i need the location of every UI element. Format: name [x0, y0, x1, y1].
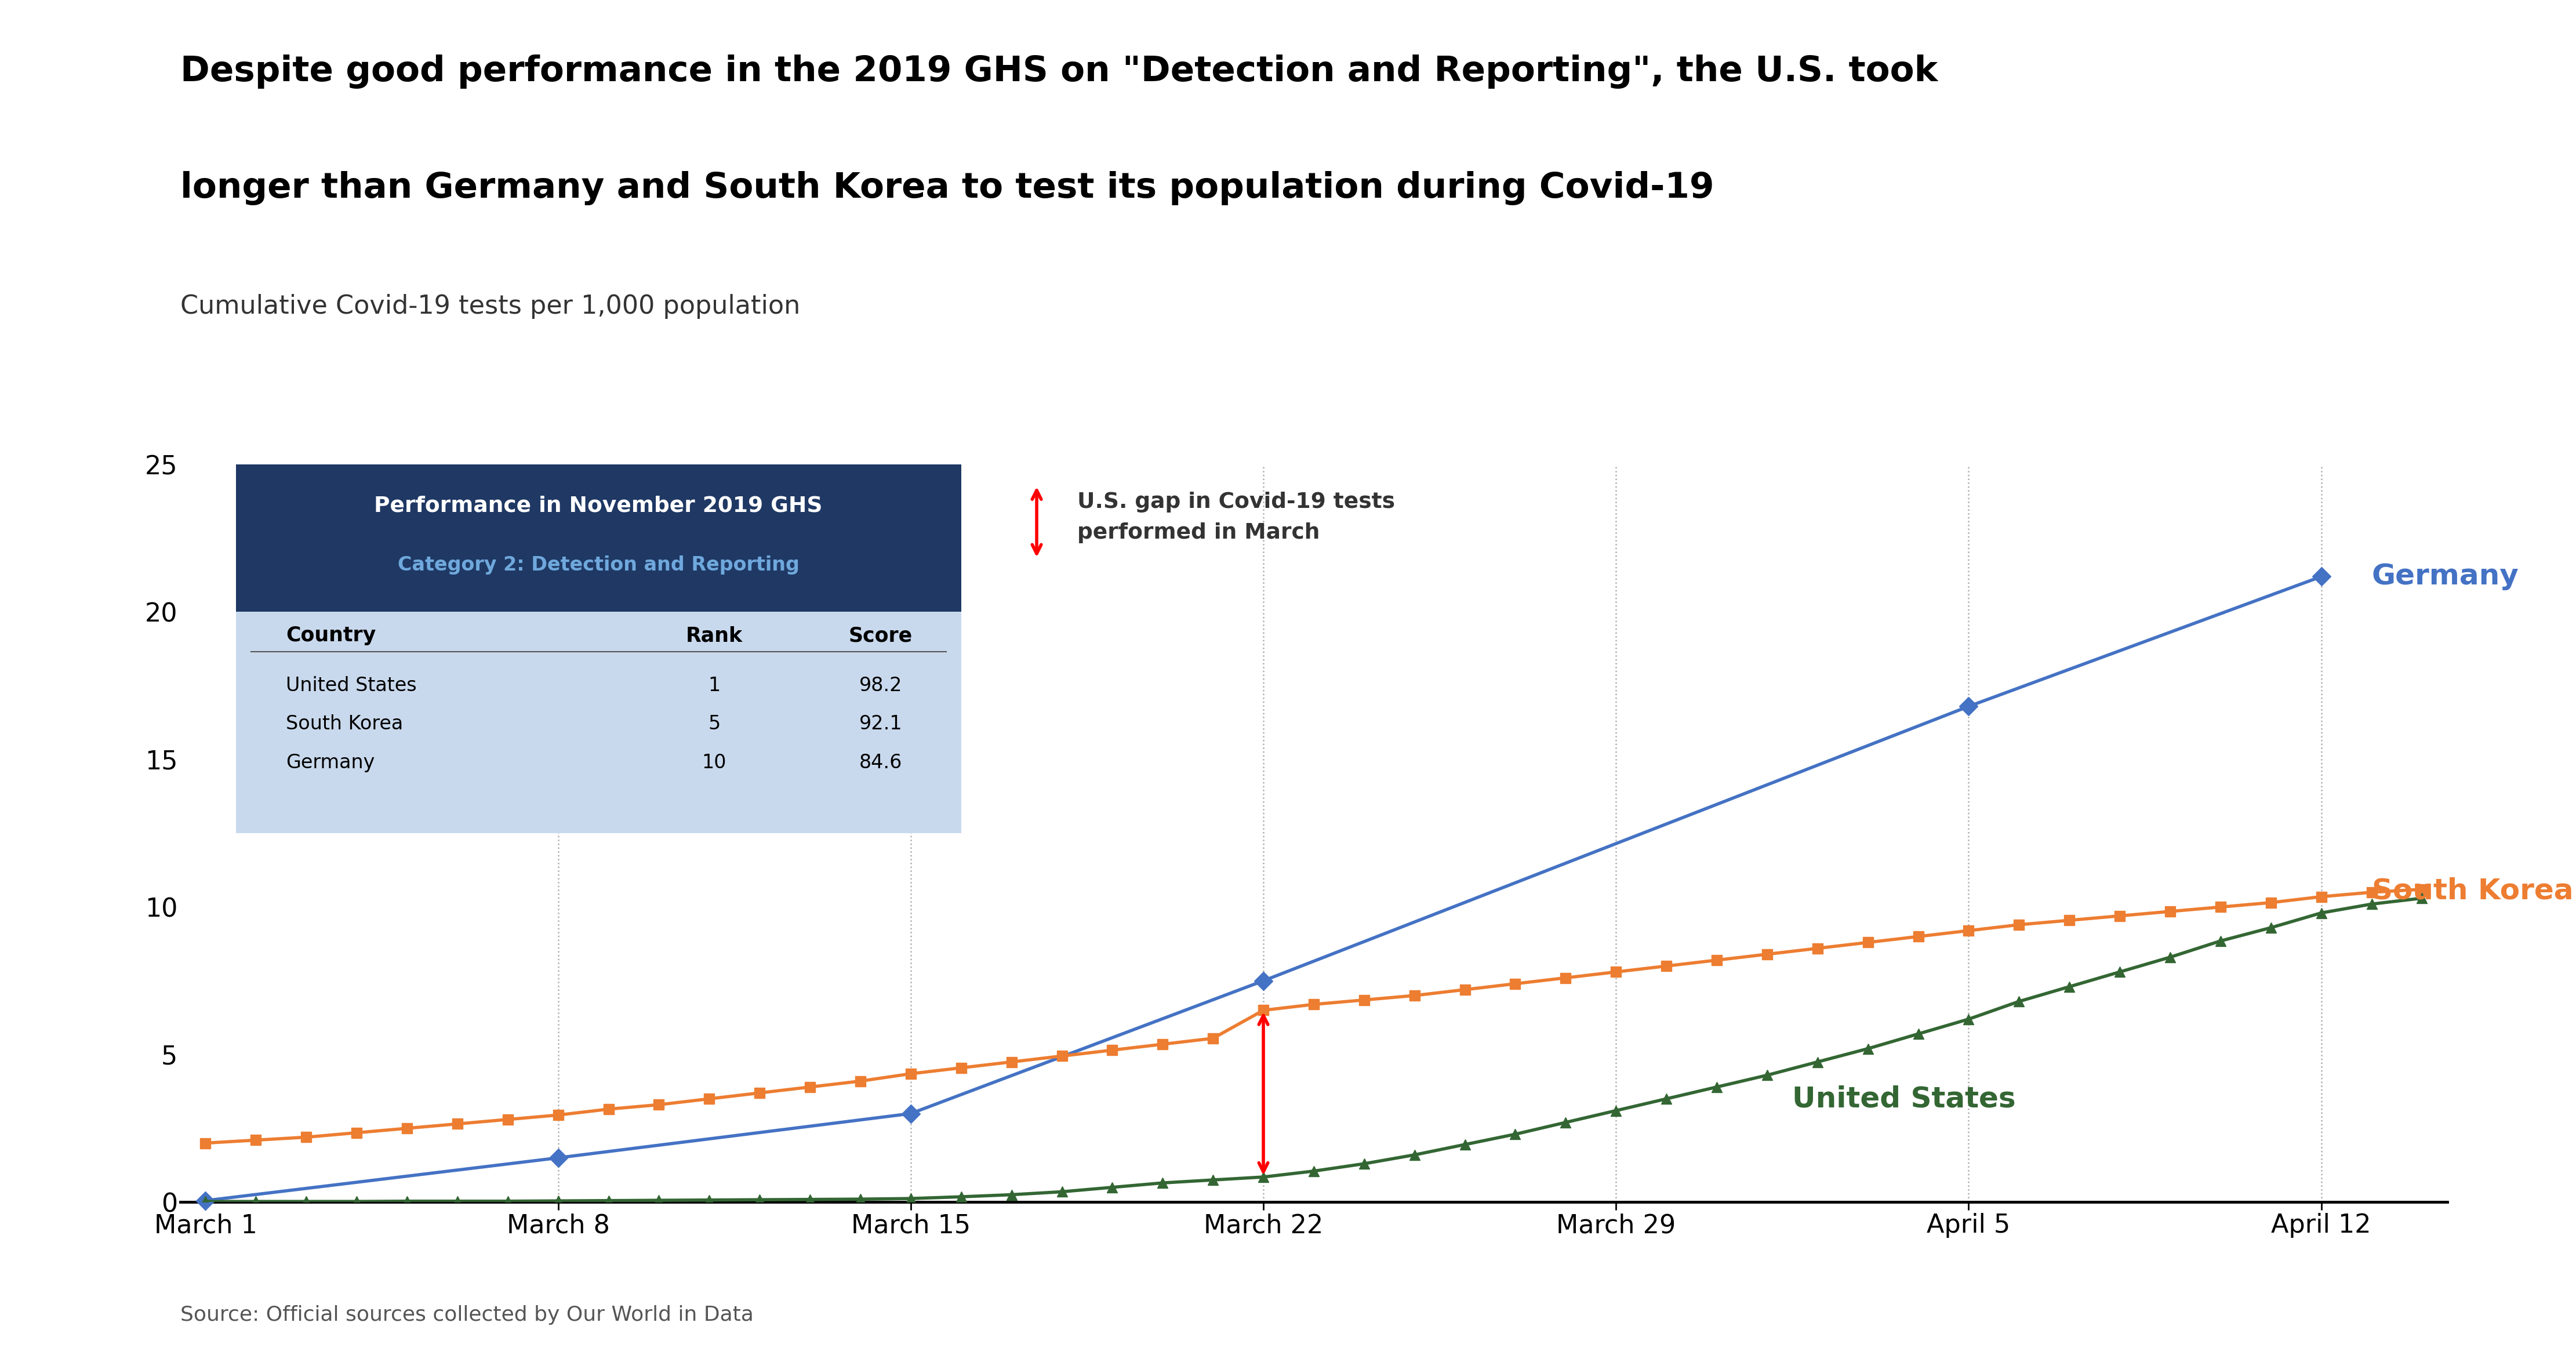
Text: Performance in November 2019 GHS: Performance in November 2019 GHS [374, 496, 822, 516]
Text: Germany: Germany [286, 753, 376, 772]
Text: Category 2: Detection and Reporting: Category 2: Detection and Reporting [397, 555, 799, 574]
Text: Score: Score [848, 626, 912, 645]
Text: 84.6: 84.6 [858, 753, 902, 772]
Text: 10: 10 [703, 753, 726, 772]
Text: longer than Germany and South Korea to test its population during Covid-19: longer than Germany and South Korea to t… [180, 171, 1713, 205]
Text: Country: Country [286, 626, 376, 645]
Text: South Korea: South Korea [286, 714, 404, 734]
Bar [237, 464, 961, 833]
Bar [237, 464, 961, 612]
Text: 98.2: 98.2 [858, 676, 902, 695]
Text: 1: 1 [708, 676, 721, 695]
Text: Germany: Germany [2372, 563, 2519, 590]
Text: United States: United States [1793, 1085, 2017, 1113]
Text: Cumulative Covid-19 tests per 1,000 population: Cumulative Covid-19 tests per 1,000 popu… [180, 294, 801, 318]
Text: 5: 5 [708, 714, 721, 734]
Text: Source: Official sources collected by Our World in Data: Source: Official sources collected by Ou… [180, 1306, 755, 1325]
Text: Despite good performance in the 2019 GHS on "Detection and Reporting", the U.S. : Despite good performance in the 2019 GHS… [180, 55, 1937, 89]
Text: United States: United States [286, 676, 417, 695]
Text: 92.1: 92.1 [858, 714, 902, 734]
Text: South Korea: South Korea [2372, 877, 2573, 904]
Text: Rank: Rank [685, 626, 742, 645]
Text: U.S. gap in Covid-19 tests
performed in March: U.S. gap in Covid-19 tests performed in … [1077, 492, 1394, 544]
